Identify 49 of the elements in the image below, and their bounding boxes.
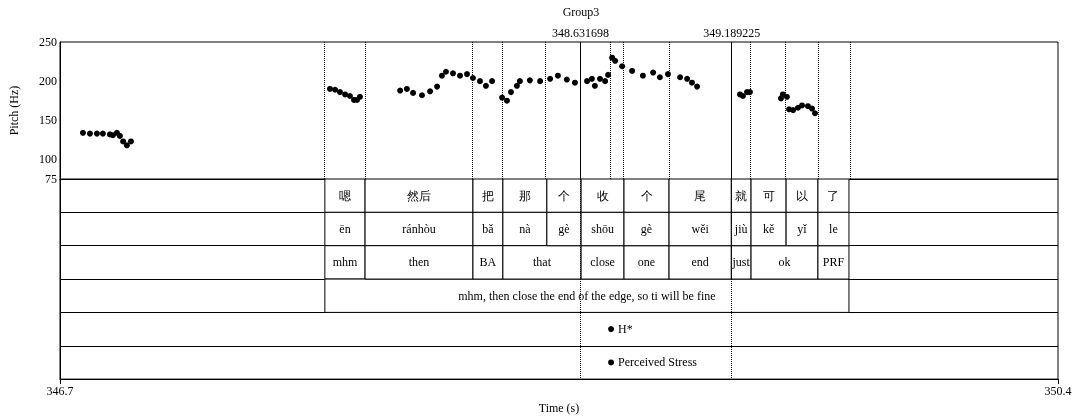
data-label: 可 bbox=[762, 188, 775, 203]
data-label: close bbox=[590, 255, 615, 270]
data-label: Perceived Stress bbox=[618, 355, 698, 370]
y-tick-label: 150 bbox=[39, 113, 57, 128]
data-label: 就 bbox=[735, 188, 748, 203]
data-label: ēn bbox=[339, 222, 351, 237]
data-label: le bbox=[829, 222, 838, 237]
text: Group3 bbox=[562, 5, 600, 19]
data-label: 了 bbox=[827, 188, 840, 203]
data-label: ok bbox=[778, 255, 791, 270]
data-label: BA bbox=[479, 255, 497, 270]
data-label: 尾 bbox=[694, 188, 707, 203]
data-label: nà bbox=[519, 222, 532, 237]
x-tick-label: 346.7 bbox=[46, 384, 74, 399]
data-label: PRF bbox=[822, 255, 845, 270]
x-tick-label: 350.4 bbox=[1044, 384, 1072, 399]
data-label: 个 bbox=[557, 188, 570, 203]
data-label: jiù bbox=[733, 222, 748, 237]
data-label: ránhòu bbox=[402, 222, 436, 237]
data-label: kě bbox=[762, 222, 775, 237]
ref-line-label: 349.189225 bbox=[703, 26, 761, 40]
data-label: gè bbox=[558, 222, 570, 237]
y-axis-title: Pitch (Hz) bbox=[7, 85, 21, 136]
y-tick-label: 100 bbox=[39, 152, 57, 167]
data-label: 以 bbox=[796, 188, 809, 203]
data-label: mhm bbox=[332, 255, 358, 270]
y-tick-label: 250 bbox=[39, 35, 57, 49]
data-label: yǐ bbox=[797, 222, 808, 237]
ref-line-label: 348.631698 bbox=[552, 26, 610, 40]
data-label: one bbox=[637, 255, 656, 270]
data-label: 嗯 bbox=[338, 188, 351, 203]
data-label: then bbox=[408, 255, 430, 270]
data-label: end bbox=[691, 255, 709, 270]
data-label: shōu bbox=[591, 222, 614, 237]
data-label: wěi bbox=[691, 222, 710, 237]
data-label: just bbox=[731, 255, 751, 270]
data-label: bǎ bbox=[482, 222, 495, 237]
data-label: that bbox=[533, 255, 552, 270]
data-label: H* bbox=[618, 322, 633, 337]
data-label: 那 bbox=[518, 188, 531, 203]
data-label: mhm, then close the end of the edge, so ti will be fine bbox=[458, 288, 716, 303]
x-axis-title: Time (s) bbox=[538, 401, 580, 415]
data-label: 个 bbox=[640, 188, 653, 203]
data-label: 收 bbox=[596, 188, 609, 203]
data-label: gè bbox=[640, 222, 653, 237]
y-tick-label: 75 bbox=[45, 172, 57, 186]
y-tick-label: 200 bbox=[39, 74, 57, 89]
data-label: 然后 bbox=[407, 188, 432, 203]
data-label: 把 bbox=[481, 188, 494, 203]
